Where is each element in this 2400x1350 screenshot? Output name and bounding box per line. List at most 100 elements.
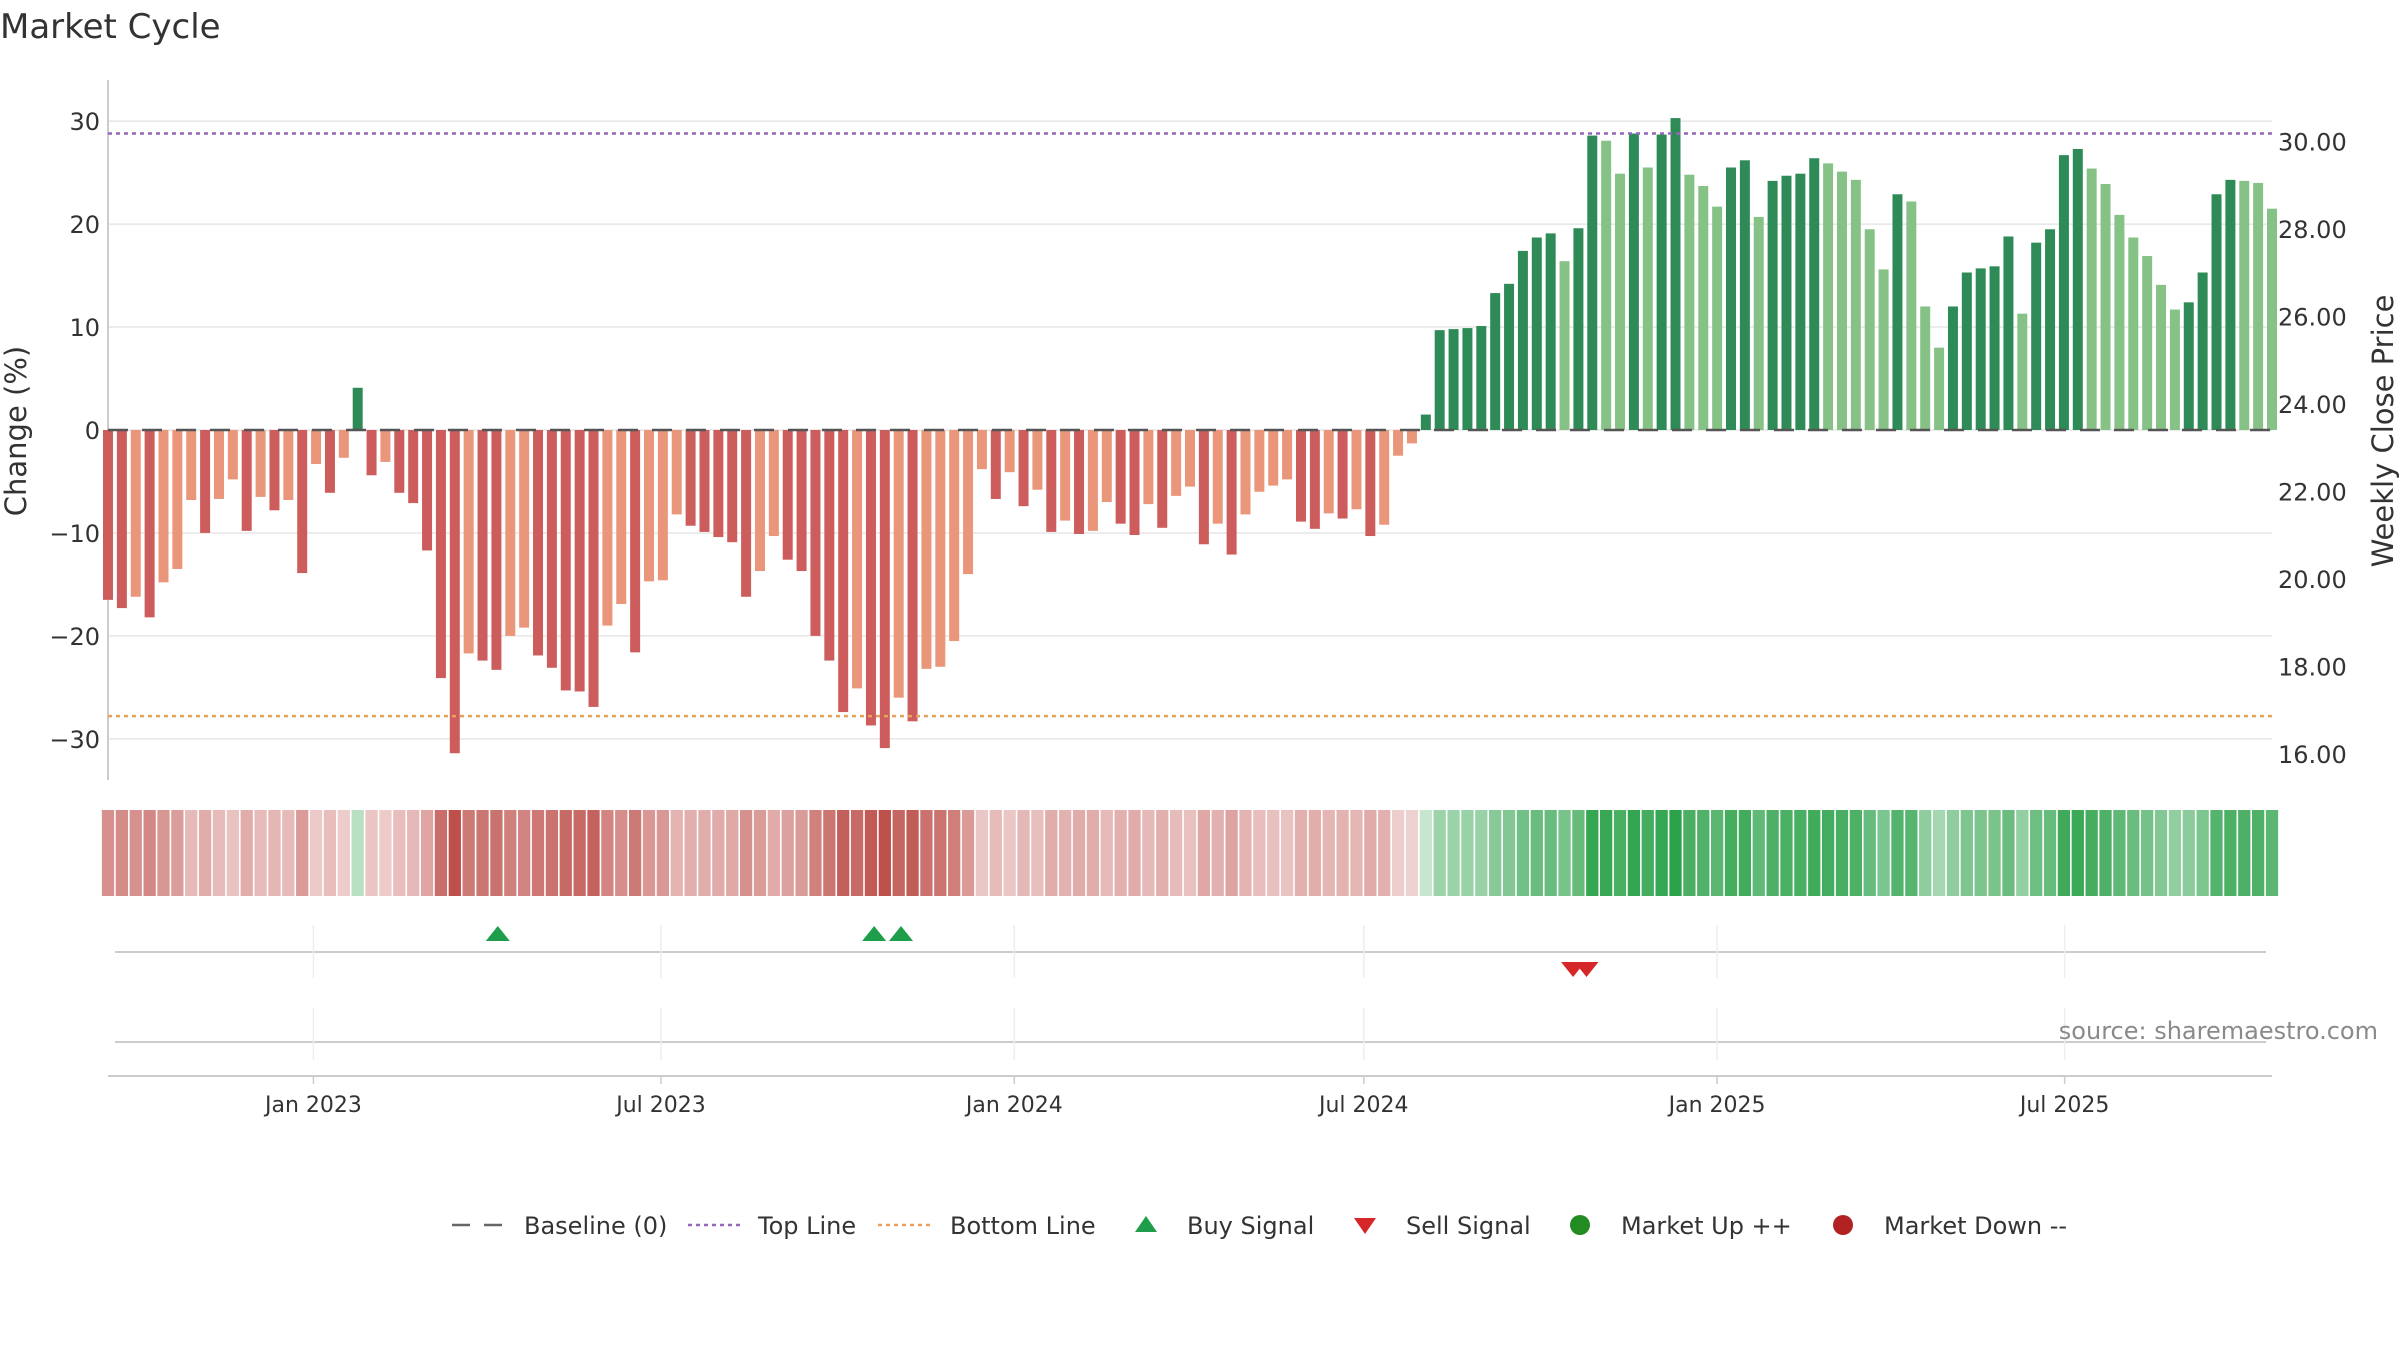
heat-strip-cell <box>850 810 864 896</box>
change-bar <box>172 430 183 569</box>
heat-strip-cell <box>171 810 184 896</box>
change-bar <box>1115 430 1126 524</box>
change-bar <box>782 430 793 560</box>
heat-strip-cell <box>323 810 337 896</box>
legend-label: Bottom Line <box>950 1212 1096 1240</box>
legend-swatch-market-down-icon <box>1833 1215 1853 1235</box>
heat-strip-cell <box>393 810 406 896</box>
heat-strip-cell <box>1516 810 1530 896</box>
heat-strip-cell <box>1267 810 1280 896</box>
change-bar <box>2086 168 2097 430</box>
y-tick-label: −20 <box>49 623 100 651</box>
change-bar <box>2183 302 2194 430</box>
change-bar <box>380 430 391 462</box>
change-bars <box>103 118 2277 754</box>
heat-strip-cell <box>1932 810 1946 896</box>
change-bar <box>879 430 890 749</box>
heat-strip-cell <box>767 810 780 896</box>
change-bar <box>588 430 599 707</box>
change-bar <box>2017 313 2028 430</box>
change-bar <box>713 430 724 538</box>
change-bar <box>2058 155 2069 430</box>
change-bar <box>921 430 932 669</box>
heat-strip-cell <box>212 810 226 896</box>
change-bar <box>477 430 488 661</box>
change-bar <box>2253 182 2264 430</box>
change-bar <box>227 430 238 480</box>
heat-strip-cell <box>1863 810 1876 896</box>
change-bar <box>1226 430 1237 555</box>
heat-strip-cell <box>129 810 142 896</box>
heat-strip-cell <box>656 810 670 896</box>
change-bar <box>324 430 335 493</box>
y2-axis-title: Weekly Close Price <box>2366 295 2400 568</box>
change-bar <box>213 430 224 499</box>
legend-label: Market Up ++ <box>1621 1212 1792 1240</box>
heat-strip-cell <box>2043 810 2057 896</box>
change-bar <box>741 430 752 597</box>
change-bar <box>838 430 849 713</box>
heat-strip-cell <box>2085 810 2098 896</box>
buy-signal-marker <box>889 926 914 941</box>
heat-strip-cell <box>906 810 919 896</box>
change-bar <box>1490 293 1501 430</box>
heat-strip-cell <box>1128 810 1141 896</box>
heat-strip-cell <box>934 810 947 896</box>
heat-strip-cell <box>1613 810 1627 896</box>
change-bar <box>1947 306 1958 430</box>
heat-strip-cell <box>240 810 253 896</box>
heat-strip-cell <box>2127 810 2140 896</box>
heat-strip-cell <box>1544 810 1557 896</box>
change-bar <box>1906 201 1917 430</box>
heat-strip-cell <box>1017 810 1030 896</box>
change-bar <box>963 430 974 575</box>
heat-strip-cell <box>2182 810 2195 896</box>
change-bar <box>1878 269 1889 430</box>
heat-strip-cell <box>975 810 989 896</box>
change-bar <box>2031 242 2042 430</box>
heat-strip-cell <box>920 810 933 896</box>
heat-strip-cell <box>837 810 850 896</box>
change-bar <box>754 430 765 572</box>
change-bar <box>2211 194 2222 430</box>
change-bar <box>644 430 654 582</box>
heat-strip-cell <box>1655 810 1668 896</box>
change-bar <box>1531 237 1542 430</box>
change-bar <box>269 430 280 511</box>
heat-strip-cell <box>809 810 822 896</box>
change-bar <box>574 430 585 692</box>
change-bar <box>130 430 141 597</box>
change-bar <box>491 430 502 670</box>
y2-tick-label: 16.00 <box>2278 741 2347 769</box>
change-bar <box>1504 283 1515 430</box>
y2-axis-ticks: 30.00 28.00 26.00 24.00 22.00 20.00 18.00 16.00 <box>2278 128 2347 769</box>
signal-panel <box>108 926 2272 1077</box>
heat-strip-cell <box>1391 810 1405 896</box>
change-bar <box>2197 272 2208 430</box>
change-bar <box>935 430 946 667</box>
heat-strip-cell <box>1946 810 1960 896</box>
change-bar <box>1850 179 1861 430</box>
change-bar <box>1670 118 1681 431</box>
heat-strip-cell <box>1280 810 1294 896</box>
change-bar <box>1545 233 1556 430</box>
change-bar <box>1018 430 1029 507</box>
heat-strip <box>101 810 2279 896</box>
change-bar <box>241 430 252 531</box>
change-bar <box>1975 268 1986 430</box>
heat-strip-cell <box>1183 810 1197 896</box>
heat-strip-cell <box>1059 810 1072 896</box>
heat-strip-cell <box>1405 810 1419 896</box>
heat-strip-cell <box>1350 810 1363 896</box>
heat-strip-cell <box>2154 810 2168 896</box>
heat-strip-cell <box>309 810 323 896</box>
heat-strip-cell <box>2224 810 2237 896</box>
change-bar <box>1836 171 1847 430</box>
buy-signal-marker <box>862 926 887 941</box>
heat-strip-cell <box>1738 810 1752 896</box>
y2-tick-label: 24.00 <box>2278 391 2347 419</box>
heat-strip-cell <box>1960 810 1973 896</box>
heat-strip-cell <box>1697 810 1710 896</box>
heat-strip-cell <box>268 810 281 896</box>
change-bar <box>1129 430 1140 535</box>
